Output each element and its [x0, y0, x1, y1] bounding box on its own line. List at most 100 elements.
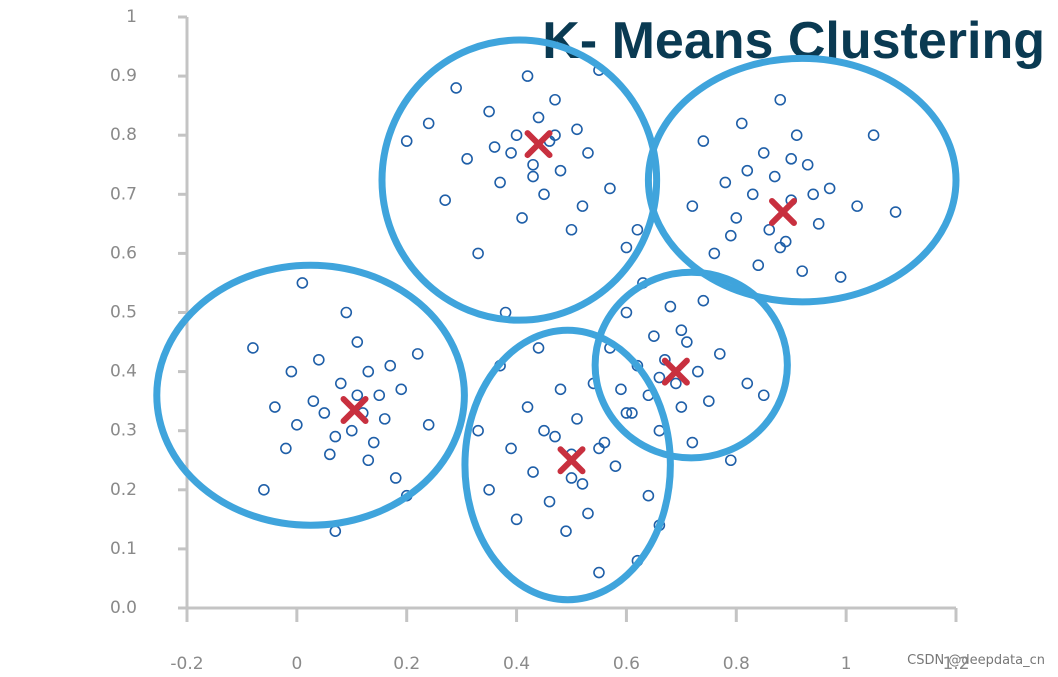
- data-point: [411, 348, 424, 360]
- x-tick-label: 0.6: [613, 654, 640, 674]
- x-tick-label: 1: [841, 654, 852, 674]
- y-tick-label: 0.0: [110, 598, 137, 618]
- data-point: [620, 306, 633, 319]
- data-point: [483, 105, 495, 118]
- x-tick-label: 0.2: [393, 654, 420, 674]
- data-point: [538, 188, 550, 201]
- data-point: [593, 566, 605, 579]
- data-point: [532, 342, 545, 354]
- data-point: [796, 265, 809, 277]
- data-point: [351, 389, 364, 402]
- data-point: [790, 129, 803, 141]
- data-point: [582, 507, 594, 520]
- data-point: [708, 247, 721, 260]
- y-tick-label: 0.3: [110, 421, 137, 441]
- cluster-boundary: [461, 326, 674, 604]
- data-point: [554, 164, 567, 177]
- y-tick-label: 0.8: [110, 125, 137, 145]
- y-tick-label: 0.9: [110, 66, 137, 86]
- data-point: [681, 336, 693, 348]
- data-point: [719, 176, 732, 189]
- data-point: [741, 377, 754, 390]
- data-point: [291, 418, 303, 431]
- data-point: [340, 306, 353, 319]
- data-point: [593, 442, 605, 455]
- data-point: [329, 525, 342, 537]
- data-point: [730, 212, 743, 224]
- data-point: [735, 117, 748, 130]
- centroid: [524, 130, 553, 159]
- data-point: [664, 300, 677, 313]
- data-point: [521, 401, 534, 413]
- data-point: [757, 147, 770, 159]
- data-point: [757, 389, 770, 402]
- data-point: [329, 430, 342, 443]
- data-point: [653, 371, 666, 384]
- data-point: [521, 70, 534, 82]
- data-point: [367, 436, 380, 449]
- data-point: [851, 200, 863, 212]
- data-point: [483, 483, 495, 496]
- data-point: [774, 241, 787, 254]
- data-point: [510, 129, 523, 141]
- data-point: [543, 495, 556, 508]
- data-point: [565, 472, 578, 484]
- x-tick-label: 0: [291, 654, 302, 674]
- data-point: [807, 188, 819, 201]
- data-point: [631, 223, 644, 236]
- y-tick-label: 0.2: [110, 480, 137, 500]
- data-point: [527, 158, 539, 171]
- centroid-stroke: [768, 198, 797, 227]
- data-point: [560, 525, 572, 537]
- data-point: [752, 259, 765, 272]
- data-point: [686, 200, 699, 212]
- x-tick-label: 0.4: [503, 654, 530, 674]
- centroid: [557, 446, 586, 475]
- cluster-boundary: [378, 36, 661, 324]
- data-point: [549, 93, 561, 106]
- data-point: [494, 176, 506, 189]
- centroid: [661, 357, 690, 386]
- data-point: [505, 147, 517, 159]
- data-point: [576, 478, 589, 490]
- data-point: [285, 365, 298, 378]
- data-point: [620, 407, 633, 419]
- data-point: [774, 93, 787, 106]
- data-point: [889, 206, 902, 218]
- data-point: [549, 430, 561, 443]
- data-point: [450, 82, 462, 94]
- centroid-stroke: [661, 357, 690, 386]
- data-point: [318, 407, 331, 419]
- data-point: [516, 212, 528, 224]
- data-point: [373, 389, 386, 402]
- x-tick-label: -0.2: [170, 654, 203, 674]
- data-point: [384, 359, 397, 372]
- data-point: [785, 153, 798, 165]
- data-point: [532, 111, 545, 124]
- data-point: [686, 436, 699, 449]
- data-point: [746, 188, 759, 201]
- data-point: [565, 223, 578, 236]
- data-point: [812, 218, 825, 230]
- y-tick-label: 0.4: [110, 362, 137, 382]
- data-point: [697, 294, 710, 307]
- data-point: [675, 401, 688, 413]
- data-point: [823, 182, 836, 195]
- data-point: [571, 413, 583, 425]
- data-point: [422, 117, 435, 130]
- data-point: [615, 383, 627, 396]
- centroid: [340, 396, 369, 425]
- centroid-stroke: [524, 130, 553, 159]
- x-tick-label: 0.8: [723, 654, 750, 674]
- data-point: [269, 401, 281, 413]
- data-point: [571, 123, 583, 136]
- data-point: [779, 235, 792, 248]
- data-point: [527, 466, 539, 478]
- data-point: [510, 513, 523, 526]
- data-point: [505, 442, 517, 455]
- data-point: [604, 182, 616, 195]
- data-point: [801, 158, 814, 171]
- y-tick-label: 0.6: [110, 243, 137, 263]
- watermark: CSDN @deepdata_cn: [907, 653, 1045, 668]
- data-point: [296, 277, 309, 289]
